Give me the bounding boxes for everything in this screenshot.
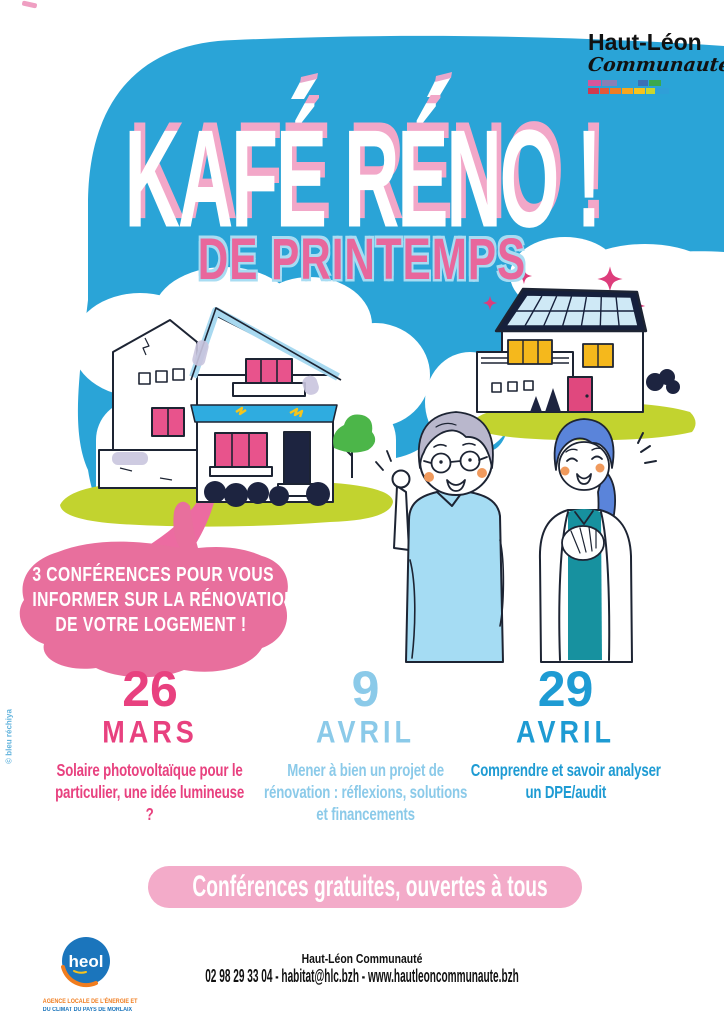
svg-text:heol: heol	[69, 952, 104, 971]
bubble-line-1: 3 CONFÉRENCES POUR VOUS	[32, 563, 275, 586]
event-day: 26	[122, 661, 178, 717]
heol-logo: heol AGENCE LOCALE DE L'ÉNERGIE ET DU CL…	[38, 933, 138, 1014]
event-description: Comprendre et savoir analyser un DPE/aud…	[470, 760, 661, 803]
logo-subname: Communauté	[586, 54, 724, 76]
event-month: AVRIL	[516, 714, 615, 750]
heol-tagline-line1: AGENCE LOCALE DE L'ÉNERGIE ET	[42, 999, 138, 1005]
heol-tagline-line2: DU CLIMAT DU PAYS DE MORLAIX	[42, 1007, 133, 1013]
footer-contact: 02 98 29 33 04 - habitat@hlc.bzh - www.h…	[205, 966, 519, 986]
woman-illustration	[538, 418, 657, 663]
poster-subtitle: DE PRINTEMPS	[197, 227, 527, 293]
event-day: 29	[537, 661, 594, 717]
logo-name: Haut-Léon	[588, 29, 702, 55]
heol-logo-mark: heol	[61, 937, 110, 988]
solar-house	[476, 287, 648, 413]
man-illustration	[375, 411, 505, 663]
illustrator-credit: © bleu réchiya	[4, 709, 14, 764]
logo-color-bars	[588, 80, 720, 94]
footer: Haut-Léon Communauté 02 98 29 33 04 - ha…	[82, 951, 642, 986]
event-month: AVRIL	[316, 714, 415, 750]
event-month: MARS	[102, 714, 198, 750]
bushes	[204, 481, 330, 507]
tree	[333, 414, 376, 478]
event-day: 9	[351, 661, 380, 717]
decorative-slashes	[291, 72, 452, 99]
banner-free-conferences: Conférences gratuites, ouvertes à tous	[148, 866, 582, 908]
footer-organisation: Haut-Léon Communauté	[301, 951, 423, 966]
event-april-29: 29 AVRIL Comprendre et savoir analyser u…	[468, 661, 663, 803]
poster-illustration	[19, 35, 724, 678]
wall-scribbles	[112, 340, 319, 465]
event-april-9: 9 AVRIL Mener à bien un projet de rénova…	[258, 661, 473, 825]
speech-bubble-text: 3 CONFÉRENCES POUR VOUS INFORMER SUR LA …	[22, 562, 296, 637]
event-description: Solaire photovoltaïque pour le particuli…	[55, 760, 245, 825]
banner-text: Conférences gratuites, ouvertes à tous	[192, 869, 548, 904]
poster-title: KAFÉ RÉNO !	[124, 101, 601, 258]
bubble-line-2: INFORMER SUR LA RÉNOVATION	[32, 588, 296, 611]
solar-house-bushes	[530, 369, 680, 412]
event-description: Mener à bien un projet de rénovation : r…	[263, 760, 468, 825]
logo-haut-leon: Haut-Léon Communauté	[586, 29, 724, 96]
event-march-26: 26 MARS Solaire photovoltaïque pour le p…	[55, 661, 245, 825]
bubble-line-3: DE VOTRE LOGEMENT !	[55, 613, 247, 636]
speech-bubble	[19, 501, 288, 678]
